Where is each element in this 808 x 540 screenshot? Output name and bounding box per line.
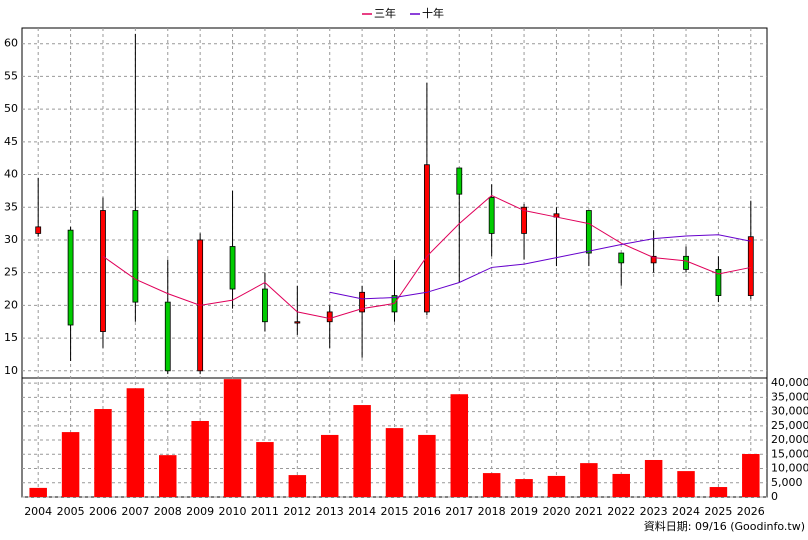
volume-bar bbox=[742, 454, 760, 497]
y-tick-label: 45 bbox=[4, 135, 18, 148]
footer: 資料日期: 09/16 (Goodinfo.tw) bbox=[644, 519, 805, 533]
volume-bar bbox=[450, 394, 469, 497]
volume-bar bbox=[29, 487, 47, 497]
x-tick-label: 2019 bbox=[510, 505, 538, 518]
ma-line bbox=[329, 234, 751, 300]
y-tick-label: 55 bbox=[4, 69, 18, 82]
y-tick-label: 20 bbox=[4, 298, 18, 311]
x-tick-label: 2008 bbox=[154, 505, 182, 518]
x-tick-label: 2009 bbox=[186, 505, 214, 518]
x-tick-label: 2014 bbox=[348, 505, 376, 518]
x-tick-label: 2015 bbox=[381, 505, 409, 518]
volume-bar bbox=[515, 479, 533, 497]
x-tick-label: 2023 bbox=[640, 505, 668, 518]
y-tick-label: 30 bbox=[4, 233, 18, 246]
y-tick-label: 25 bbox=[4, 266, 18, 279]
volume-bar bbox=[191, 420, 209, 497]
x-tick-label: 2017 bbox=[445, 505, 473, 518]
x-tick-label: 2012 bbox=[283, 505, 311, 518]
candle-body bbox=[262, 288, 268, 323]
y-tick-label: 10 bbox=[4, 364, 18, 377]
x-tick-label: 2018 bbox=[478, 505, 506, 518]
candle-body bbox=[359, 291, 366, 313]
candle-body bbox=[747, 236, 754, 296]
y2-tick-label: 25,000 bbox=[771, 419, 808, 432]
y-tick-label: 35 bbox=[4, 200, 18, 213]
volume-bar bbox=[61, 432, 80, 497]
volume-bar bbox=[320, 434, 339, 497]
candle-body bbox=[650, 255, 657, 264]
candle-body bbox=[585, 210, 592, 254]
candle-body bbox=[683, 255, 689, 270]
candle-body bbox=[35, 226, 42, 234]
volume-bar bbox=[418, 434, 436, 497]
volume-bar bbox=[288, 475, 307, 497]
x-tick-label: 2024 bbox=[672, 505, 700, 518]
y2-tick-label: 40,000 bbox=[771, 376, 808, 389]
y2-tick-label: 30,000 bbox=[771, 405, 808, 418]
volume-bar bbox=[612, 473, 630, 497]
x-tick-label: 2004 bbox=[24, 505, 52, 518]
volume-bar bbox=[353, 405, 371, 497]
legend-label: 三年 bbox=[374, 6, 396, 20]
volume-bar bbox=[580, 463, 598, 497]
x-tick-label: 2025 bbox=[704, 505, 732, 518]
x-tick-label: 2007 bbox=[121, 505, 149, 518]
volume-bar bbox=[94, 409, 112, 497]
volume-bar bbox=[159, 455, 177, 497]
y2-tick-label: 15,000 bbox=[771, 447, 808, 460]
volume-bar bbox=[644, 459, 663, 497]
y2-tick-label: 20,000 bbox=[771, 433, 808, 446]
candle-body bbox=[164, 301, 171, 372]
volume-bar bbox=[256, 442, 274, 497]
x-tick-label: 2013 bbox=[316, 505, 344, 518]
candle-body bbox=[229, 246, 236, 290]
candle-body bbox=[294, 321, 301, 324]
y-tick-label: 40 bbox=[4, 168, 18, 181]
candle-body bbox=[132, 210, 139, 303]
x-tick-label: 2005 bbox=[57, 505, 85, 518]
x-tick-label: 2022 bbox=[607, 505, 635, 518]
x-tick-label: 2011 bbox=[251, 505, 279, 518]
y2-tick-label: 10,000 bbox=[771, 462, 808, 475]
x-tick-label: 2026 bbox=[737, 505, 765, 518]
volume-bar bbox=[677, 471, 695, 497]
volume-bar bbox=[709, 487, 728, 497]
legend-label: 十年 bbox=[422, 6, 444, 20]
x-tick-label: 2020 bbox=[542, 505, 570, 518]
x-tick-label: 2021 bbox=[575, 505, 603, 518]
candle-body bbox=[423, 164, 430, 313]
volume-bar bbox=[385, 428, 404, 497]
candle-body bbox=[618, 252, 625, 264]
candle-body bbox=[488, 197, 495, 234]
y2-tick-label: 0 bbox=[771, 490, 778, 503]
x-tick-label: 2010 bbox=[219, 505, 247, 518]
x-tick-label: 2016 bbox=[413, 505, 441, 518]
y-tick-label: 15 bbox=[4, 331, 18, 344]
volume-bar bbox=[126, 388, 145, 497]
y2-tick-label: 5,000 bbox=[771, 476, 803, 489]
volume-bar bbox=[223, 379, 242, 497]
y-tick-label: 50 bbox=[4, 102, 18, 115]
y2-tick-label: 35,000 bbox=[771, 390, 808, 403]
candle-body bbox=[67, 229, 74, 326]
y-tick-label: 60 bbox=[4, 37, 18, 50]
candle-body bbox=[521, 206, 527, 234]
volume-bar bbox=[547, 475, 566, 497]
volume-bar bbox=[482, 473, 501, 497]
candle-body bbox=[456, 167, 463, 195]
candle-body bbox=[326, 311, 333, 323]
x-tick-label: 2006 bbox=[89, 505, 117, 518]
candle-body bbox=[100, 210, 106, 332]
ma-line bbox=[102, 194, 751, 319]
candle-body bbox=[715, 269, 722, 296]
